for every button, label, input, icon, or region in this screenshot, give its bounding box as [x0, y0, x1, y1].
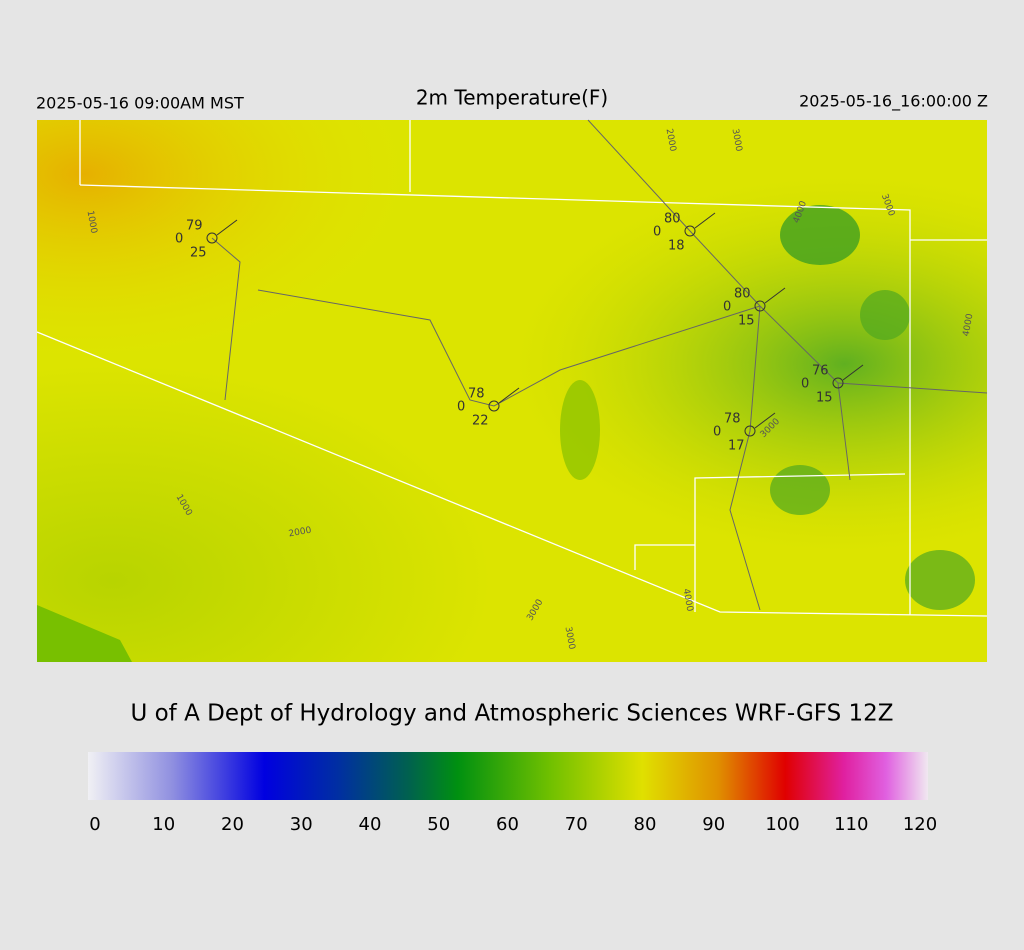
cool-area: [37, 605, 132, 662]
map: [36, 119, 988, 662]
temperature: 80: [664, 212, 681, 227]
temperature: 78: [724, 412, 741, 427]
station-circle: [744, 425, 756, 437]
colorbar-tick-label: 110: [834, 814, 868, 835]
cool-spot: [560, 380, 600, 480]
station-value: 0: [801, 377, 809, 392]
dewpoint: 17: [728, 439, 745, 454]
cool-spot: [780, 205, 860, 265]
wind-barb: [216, 219, 238, 236]
temperature: 76: [812, 364, 829, 379]
station-circle: [206, 232, 218, 244]
colorbar-tick-label: 90: [702, 814, 725, 835]
wind-barb: [498, 387, 520, 404]
boundaries: [36, 120, 988, 617]
station-value: 0: [653, 225, 661, 240]
map-title: 2m Temperature(F): [416, 86, 608, 110]
station-value: 0: [713, 425, 721, 440]
colorbar-tick-label: 50: [427, 814, 450, 835]
cool-spot: [905, 550, 975, 610]
dewpoint: 22: [472, 414, 489, 429]
wind-barb: [764, 287, 786, 304]
cool-spot: [860, 290, 910, 340]
dewpoint: 15: [738, 314, 755, 329]
colorbar-tick-label: 20: [221, 814, 244, 835]
station-value: 0: [457, 400, 465, 415]
colorbar-tick-label: 80: [634, 814, 657, 835]
colorbar-tick-label: 60: [496, 814, 519, 835]
contour-label: 1000: [85, 210, 99, 235]
valid-time-local: 2025-05-16 09:00AM MST: [36, 94, 244, 113]
temperature: 80: [734, 287, 751, 302]
colorbar-tick-label: 10: [152, 814, 175, 835]
dewpoint: 25: [190, 246, 207, 261]
dewpoint: 15: [816, 391, 833, 406]
colorbar-tick-label: 120: [903, 814, 937, 835]
station-circle: [684, 225, 696, 237]
contour-label: 3000: [563, 626, 577, 651]
temperature: 78: [468, 387, 485, 402]
contour-label: 4000: [962, 313, 976, 338]
cool-spot: [770, 465, 830, 515]
contour-label: 2000: [288, 526, 313, 540]
station-circle: [754, 300, 766, 312]
colorbar-tick-label: 100: [765, 814, 799, 835]
colorbar-tick-label: 30: [290, 814, 313, 835]
temperature: 79: [186, 219, 203, 234]
dewpoint: 18: [668, 239, 685, 254]
colorbar: [88, 752, 928, 800]
wind-barb: [842, 364, 864, 381]
wind-barb: [754, 412, 776, 429]
contour-label: 2000: [664, 128, 678, 153]
contour-label: 4000: [681, 588, 695, 613]
valid-time-utc: 2025-05-16_16:00:00 Z: [799, 92, 988, 112]
colorbar-tick-label: 70: [565, 814, 588, 835]
station-circle: [488, 400, 500, 412]
station-value: 0: [723, 300, 731, 315]
colorbar-ticks: 0 10 20 30 40 50 60 70 80 90 100 110 120: [89, 814, 937, 835]
contour-label: 3000: [730, 128, 744, 153]
station-value: 0: [175, 232, 183, 247]
colorbar-tick-label: 0: [89, 814, 100, 835]
station-circle: [832, 377, 844, 389]
roads: [211, 119, 988, 611]
footer-credit: U of A Dept of Hydrology and Atmospheric…: [130, 701, 893, 727]
wind-barb: [694, 212, 716, 229]
colorbar-tick-label: 40: [359, 814, 382, 835]
